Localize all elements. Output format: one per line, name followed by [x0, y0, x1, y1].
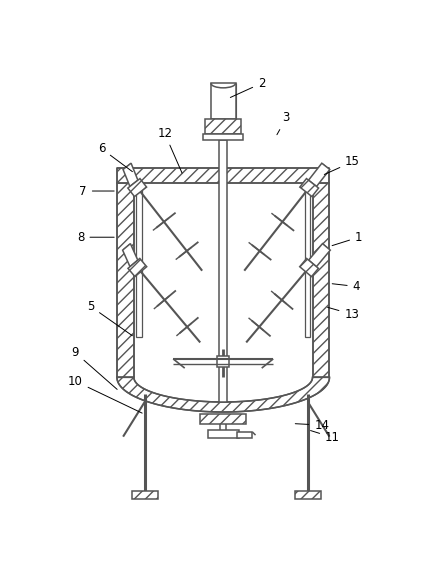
- Text: 13: 13: [327, 307, 359, 321]
- Polygon shape: [117, 377, 330, 412]
- Polygon shape: [123, 163, 138, 187]
- Text: 2: 2: [230, 77, 265, 98]
- Polygon shape: [128, 179, 146, 197]
- Polygon shape: [117, 168, 330, 183]
- Polygon shape: [308, 243, 330, 266]
- Bar: [136, 183, 142, 338]
- Text: 5: 5: [87, 300, 133, 336]
- Polygon shape: [123, 243, 138, 266]
- Text: 15: 15: [324, 155, 360, 175]
- Text: 11: 11: [311, 431, 340, 444]
- Bar: [211, 83, 235, 118]
- Bar: [219, 140, 227, 402]
- Bar: [132, 491, 158, 499]
- Polygon shape: [313, 183, 330, 377]
- Text: 4: 4: [332, 280, 360, 293]
- Text: 14: 14: [295, 418, 329, 432]
- Bar: [200, 413, 246, 424]
- Text: 6: 6: [98, 142, 133, 172]
- Text: 12: 12: [157, 127, 182, 173]
- Polygon shape: [308, 163, 330, 187]
- Polygon shape: [300, 258, 319, 277]
- Bar: [295, 491, 321, 499]
- Text: 9: 9: [72, 346, 117, 390]
- Polygon shape: [300, 179, 319, 197]
- Text: 8: 8: [77, 231, 114, 244]
- Text: 1: 1: [332, 231, 362, 246]
- Text: 10: 10: [68, 375, 142, 413]
- Polygon shape: [117, 183, 134, 377]
- Polygon shape: [128, 258, 147, 277]
- Text: 7: 7: [79, 184, 114, 198]
- Bar: [217, 356, 230, 366]
- Text: 3: 3: [277, 112, 290, 135]
- Bar: [206, 118, 241, 134]
- Bar: [203, 134, 243, 140]
- Bar: [208, 431, 238, 438]
- Bar: [305, 183, 310, 338]
- Bar: [237, 432, 252, 438]
